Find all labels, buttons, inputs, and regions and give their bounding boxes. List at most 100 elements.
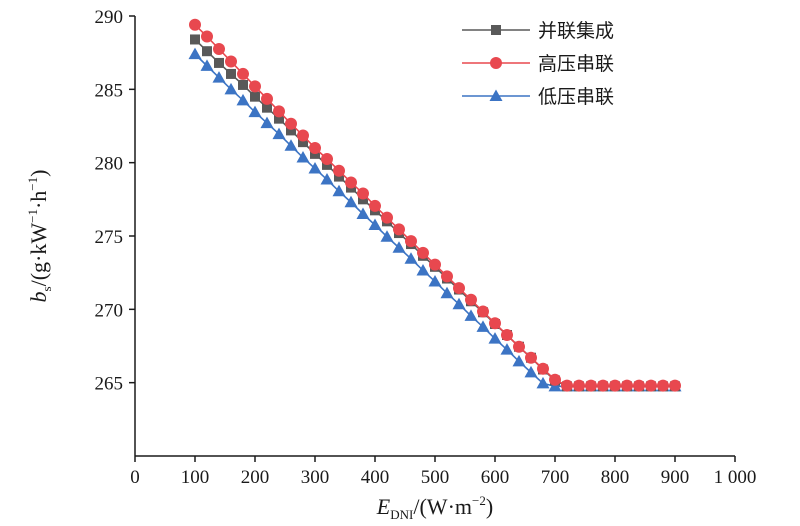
y-tick-label: 270	[95, 300, 124, 321]
data-point	[477, 305, 489, 318]
legend-marker	[491, 25, 501, 35]
data-point	[356, 207, 370, 219]
data-point	[657, 379, 669, 392]
data-point	[645, 379, 657, 392]
data-point	[344, 195, 358, 208]
data-point	[585, 379, 597, 392]
x-tick-label: 700	[541, 467, 570, 488]
data-point	[286, 125, 296, 136]
legend-label: 并联集成	[538, 20, 614, 42]
data-point	[297, 129, 309, 142]
y-ticks: 265 270 275 280 285 290	[95, 7, 135, 395]
data-point	[464, 309, 478, 321]
data-point	[272, 127, 286, 140]
data-point	[262, 102, 272, 113]
data-point	[404, 252, 418, 264]
data-point	[441, 270, 453, 283]
data-point	[429, 258, 441, 271]
data-point	[489, 317, 501, 330]
data-point	[321, 153, 333, 165]
legend-label: 低压串联	[538, 86, 614, 108]
data-point	[260, 116, 274, 129]
x-tick-label: 400	[361, 467, 390, 488]
x-ticks: 0 100 200 300 400 500 600 700 800 900 1 000	[130, 456, 756, 488]
legend-item: 并联集成	[462, 20, 614, 42]
data-point	[225, 55, 237, 68]
data-point	[380, 230, 394, 242]
legend-marker	[489, 89, 503, 101]
data-point	[284, 139, 298, 151]
data-point	[285, 117, 297, 130]
data-point	[500, 343, 514, 355]
data-point	[416, 263, 430, 276]
legend-marker	[490, 57, 502, 69]
x-tick-label: 500	[421, 467, 450, 488]
data-point	[512, 354, 526, 367]
data-point	[236, 93, 250, 106]
legend-item: 高压串联	[462, 53, 614, 75]
data-point	[296, 151, 310, 163]
data-point	[345, 176, 357, 189]
data-point	[333, 164, 345, 177]
data-point	[476, 320, 490, 332]
data-point	[573, 379, 585, 392]
data-point	[524, 365, 538, 378]
data-point	[428, 274, 442, 287]
series-layer	[188, 18, 682, 392]
data-point	[308, 162, 322, 174]
data-point	[212, 71, 226, 83]
data-point	[597, 379, 609, 392]
data-point	[357, 187, 369, 200]
data-point	[213, 43, 225, 55]
data-point	[261, 92, 273, 105]
data-point	[669, 379, 681, 392]
y-tick-label: 290	[95, 7, 124, 28]
data-point	[248, 105, 262, 118]
x-tick-label: 300	[301, 467, 330, 488]
data-point	[273, 105, 285, 118]
legend-label: 高压串联	[538, 53, 614, 75]
data-point	[190, 34, 200, 45]
data-point	[202, 46, 212, 57]
data-point	[188, 47, 202, 60]
data-point	[189, 18, 201, 31]
data-point	[513, 340, 525, 353]
data-point	[237, 67, 249, 80]
data-point	[465, 293, 477, 306]
series-line	[194, 24, 675, 387]
data-point	[320, 173, 334, 185]
data-point	[214, 57, 224, 68]
data-point	[392, 241, 406, 253]
data-point	[417, 246, 429, 259]
data-point	[224, 82, 238, 95]
data-point	[274, 113, 284, 124]
x-tick-label: 600	[481, 467, 510, 488]
y-tick-label: 280	[95, 154, 124, 175]
x-axis-title: EDNI/(W·m−2)	[376, 493, 493, 522]
y-tick-label: 265	[95, 374, 124, 395]
series-circle	[189, 18, 681, 392]
x-tick-label: 800	[601, 467, 630, 488]
x-tick-label: 1 000	[714, 467, 757, 488]
data-point	[525, 351, 537, 364]
data-point	[609, 379, 621, 392]
legend-item: 低压串联	[462, 86, 614, 108]
data-point	[440, 286, 454, 299]
data-point	[452, 297, 466, 310]
y-tick-label: 275	[95, 227, 124, 248]
data-point	[405, 235, 417, 248]
y-tick-label: 285	[95, 80, 124, 101]
data-point	[633, 379, 645, 392]
plot-area: 0 100 200 300 400 500 600 700 800 900 1 000 265 270…	[95, 7, 757, 488]
x-tick-label: 100	[181, 467, 210, 488]
data-point	[381, 211, 393, 224]
data-point	[488, 332, 502, 344]
data-point	[201, 30, 213, 43]
data-point	[453, 282, 465, 295]
data-point	[226, 68, 236, 79]
data-point	[393, 223, 405, 236]
data-point	[501, 329, 513, 341]
data-point	[549, 373, 561, 386]
